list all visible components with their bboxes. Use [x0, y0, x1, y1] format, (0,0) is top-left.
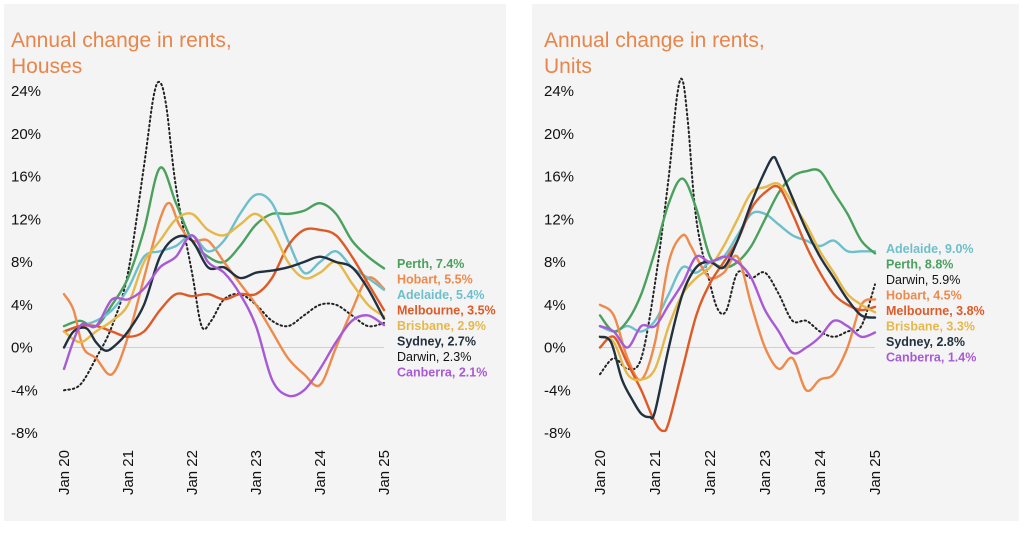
series-line-perth	[598, 168, 877, 333]
series-label-sydney: Sydney, 2.8%	[886, 335, 965, 349]
chart-title-line-1: Annual change in rents,	[11, 29, 232, 52]
series-line-sydney	[62, 234, 386, 352]
y-tick-label: 0%	[11, 340, 33, 357]
x-tick-label: Jan 25	[376, 450, 393, 495]
series-line-perth	[62, 166, 386, 328]
x-tick-label: Jan 24	[312, 450, 329, 495]
series-line-brisbane	[598, 181, 877, 382]
series-label-hobart: Hobart, 5.5%	[397, 273, 473, 287]
series-line-canberra	[598, 254, 877, 355]
series-label-brisbane: Brisbane, 2.9%	[397, 319, 486, 333]
houses-chart-panel: Annual change in rents, Houses 24% 20% 16%…	[4, 4, 506, 521]
chart-title-line-1: Annual change in rents,	[544, 29, 765, 52]
y-tick-label: 20%	[11, 126, 41, 143]
series-label-canberra: Canberra, 1.4%	[886, 351, 976, 365]
series-label-darwin: Darwin, 2.3%	[397, 350, 471, 364]
series-line-darwin	[63, 80, 385, 392]
x-tick-label: Jan 24	[812, 450, 829, 495]
x-tick-label: Jan 21	[647, 450, 664, 495]
series-line-hobart	[598, 233, 877, 393]
y-tick-label: -4%	[11, 382, 38, 399]
x-tick-label: Jan 20	[592, 450, 609, 495]
chart-title-line-2: Units	[544, 55, 592, 78]
series-label-melbourne: Melbourne, 3.5%	[397, 304, 496, 318]
series-label-perth: Perth, 7.4%	[397, 257, 464, 271]
y-tick-label: -8%	[544, 425, 571, 442]
series-line-darwin	[599, 77, 876, 376]
y-tick-label: 16%	[544, 169, 574, 186]
series-label-hobart: Hobart, 4.5%	[886, 289, 962, 303]
series-label-sydney: Sydney, 2.7%	[397, 335, 476, 349]
x-tick-label: Jan 21	[120, 450, 137, 495]
series-label-perth: Perth, 8.8%	[886, 258, 953, 272]
series-label-brisbane: Brisbane, 3.3%	[886, 320, 975, 334]
y-tick-label: -4%	[544, 382, 571, 399]
series-label-adelaide: Adelaide, 9.0%	[886, 242, 974, 256]
y-tick-label: 16%	[11, 169, 41, 186]
x-tick-label: Jan 22	[702, 450, 719, 495]
y-tick-label: 24%	[544, 83, 574, 100]
series-label-darwin: Darwin, 5.9%	[886, 273, 960, 287]
series-label-adelaide: Adelaide, 5.4%	[397, 288, 485, 302]
series-label-canberra: Canberra, 2.1%	[397, 366, 487, 380]
y-tick-label: -8%	[11, 425, 38, 442]
series-line-adelaide	[598, 210, 877, 333]
series-label-melbourne: Melbourne, 3.8%	[886, 304, 985, 318]
y-tick-label: 0%	[544, 340, 566, 357]
series-line-hobart	[62, 201, 386, 388]
chart-title-line-2: Houses	[11, 55, 83, 78]
y-tick-label: 12%	[11, 211, 41, 228]
units-chart-panel: Annual change in rents, Units 24% 20% 16% 1…	[532, 4, 1019, 521]
series-line-adelaide	[62, 193, 386, 333]
x-tick-label: Jan 23	[248, 450, 265, 495]
series-line-melbourne	[62, 227, 386, 338]
y-tick-label: 24%	[11, 83, 41, 100]
y-tick-label: 8%	[544, 254, 566, 271]
x-tick-label: Jan 22	[184, 450, 201, 495]
x-tick-label: Jan 20	[56, 450, 73, 495]
y-tick-label: 4%	[544, 297, 566, 314]
y-tick-label: 12%	[544, 211, 574, 228]
y-tick-label: 4%	[11, 297, 33, 314]
y-tick-label: 8%	[11, 254, 33, 271]
series-line-canberra	[62, 234, 386, 398]
chart-title: Annual change in rents, Houses	[11, 28, 232, 80]
houses-line-chart: 24% 20% 16% 12% 8% 4% 0% -4% -8% Jan 20 Jan 21 Jan …	[11, 80, 496, 495]
units-line-chart: 24% 20% 16% 12% 8% 4% 0% -4% -8% Jan 20 Jan 21 Jan …	[544, 77, 985, 495]
y-tick-label: 20%	[544, 126, 574, 143]
x-tick-label: Jan 23	[757, 450, 774, 495]
x-tick-label: Jan 25	[867, 450, 884, 495]
chart-title: Annual change in rents, Units	[544, 28, 765, 80]
series-line-brisbane	[62, 212, 386, 344]
series-line-melbourne	[598, 184, 877, 433]
